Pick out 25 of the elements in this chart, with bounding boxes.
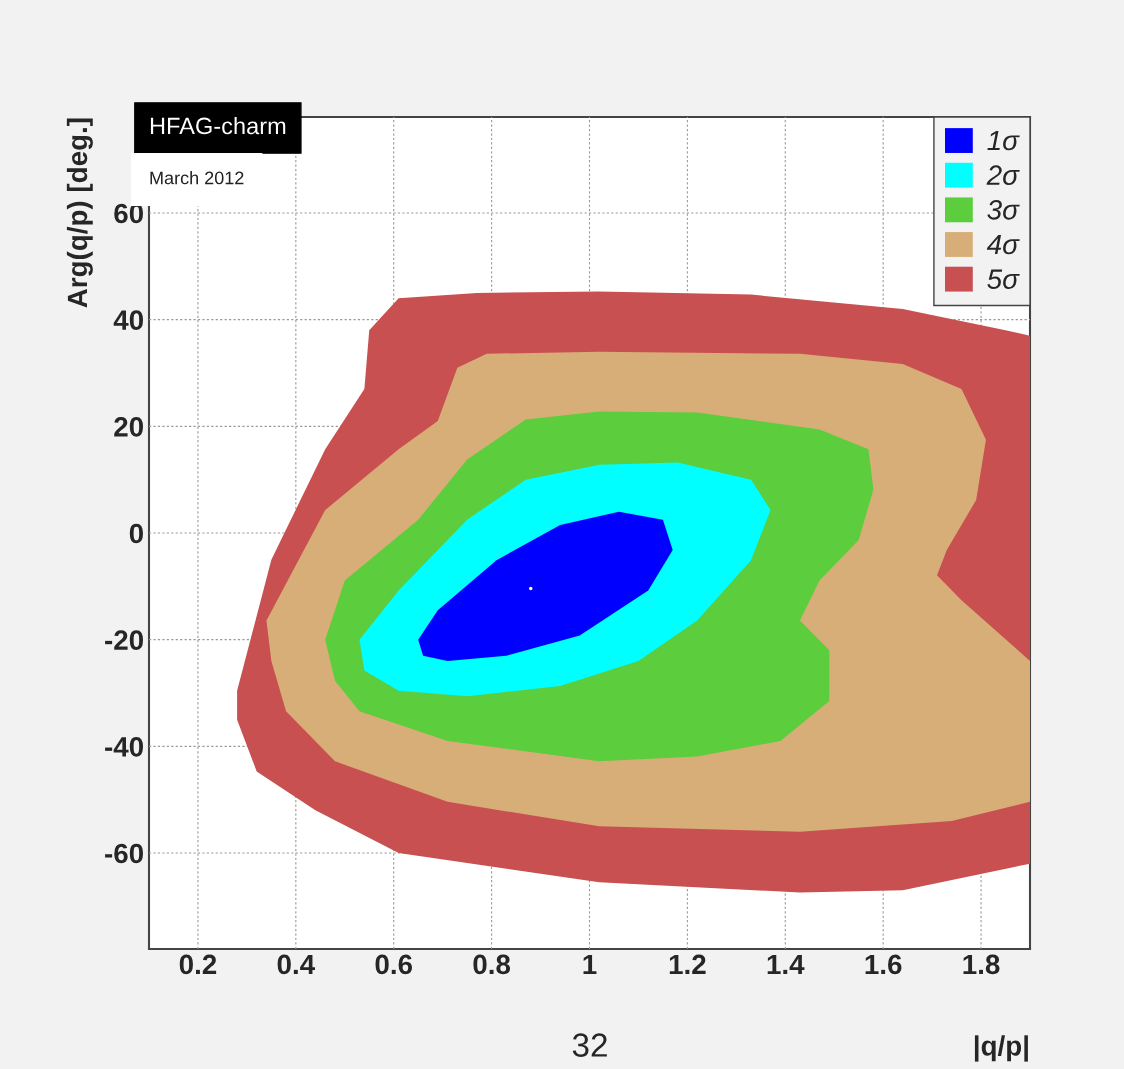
y-tick-label: 20 <box>114 417 143 437</box>
y-axis-title: Arg(q/p) [deg.] <box>66 118 93 308</box>
y-tick-label: -60 <box>105 843 143 864</box>
x-tick-label: 1.4 <box>767 954 805 974</box>
legend-label: 1σ <box>987 130 1020 151</box>
x-tick-label: 1.2 <box>669 954 706 974</box>
y-tick-label: -40 <box>105 737 143 757</box>
x-axis-title: |q/p| <box>974 1035 1028 1062</box>
y-tick-label: -20 <box>105 630 143 651</box>
legend-label: 5σ <box>987 269 1020 289</box>
x-tick-label: 0.4 <box>277 954 315 975</box>
text: 32 <box>572 1033 607 1057</box>
x-tick-label: 0.8 <box>473 954 511 975</box>
legend-label: 2σ <box>986 165 1020 185</box>
x-tick-label: 1.8 <box>963 954 1000 975</box>
x-tick-label: 1.6 <box>865 954 902 975</box>
annotation: March 2012 <box>150 171 244 185</box>
x-tick-label: 0.2 <box>179 954 217 975</box>
legend-label: 3σ <box>987 199 1020 220</box>
y-tick-label: 40 <box>113 310 143 331</box>
annotation: HFAG-charm <box>150 117 286 135</box>
legend-label: 4σ <box>986 234 1020 255</box>
x-tick-label: 0.6 <box>375 954 413 975</box>
x-tick-label: 1 <box>583 954 597 974</box>
y-tick-label: 0 <box>129 523 143 544</box>
